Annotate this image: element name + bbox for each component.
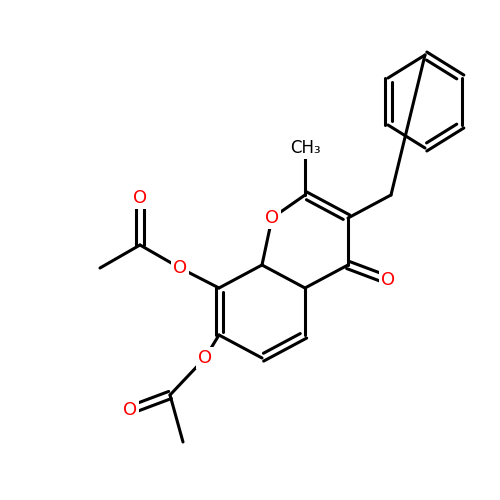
Text: O: O: [265, 209, 279, 227]
Text: O: O: [381, 271, 395, 289]
Text: O: O: [198, 349, 212, 367]
Text: CH₃: CH₃: [290, 139, 320, 157]
Text: O: O: [173, 259, 187, 277]
Text: O: O: [123, 401, 137, 419]
Text: O: O: [133, 189, 147, 207]
